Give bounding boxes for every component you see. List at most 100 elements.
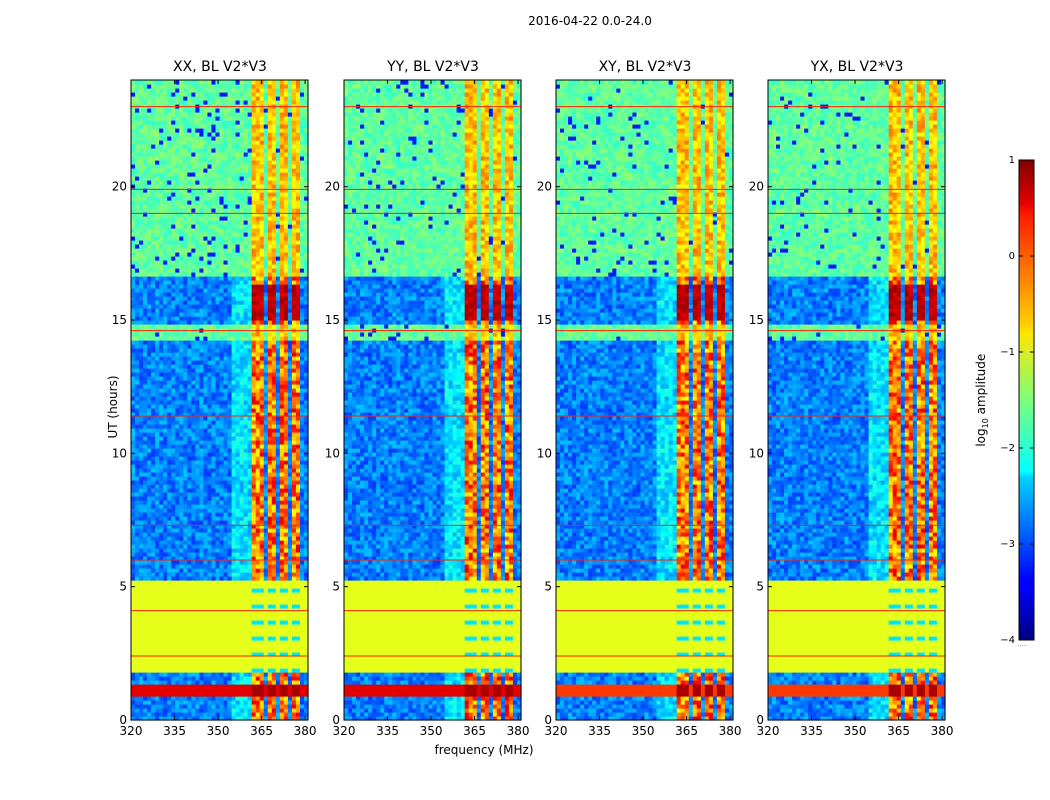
heatmap-cell — [276, 708, 281, 713]
heatmap-cell — [195, 696, 200, 701]
heatmap-cell — [240, 640, 245, 645]
heatmap-cell — [240, 616, 245, 621]
heatmap-cell — [135, 672, 140, 677]
heatmap-cell — [296, 712, 301, 717]
heatmap-cell — [272, 576, 277, 581]
heatmap-cell — [163, 708, 168, 713]
heatmap-cell — [248, 672, 253, 677]
heatmap-cell — [276, 636, 281, 641]
heatmap-cell — [224, 708, 229, 713]
heatmap-cell — [143, 572, 148, 577]
heatmap-cell — [199, 584, 204, 589]
heatmap-cell — [147, 680, 152, 685]
heatmap-cell — [280, 680, 285, 685]
heatmap-cell — [199, 644, 204, 649]
heatmap-cell — [236, 664, 241, 669]
heatmap-cell — [220, 688, 225, 693]
heatmap-cell — [135, 596, 140, 601]
heatmap-cell — [179, 604, 184, 609]
heatmap-cell — [215, 660, 220, 665]
heatmap-cell — [244, 572, 249, 577]
heatmap-cell — [292, 656, 297, 661]
heatmap-cell — [268, 588, 273, 593]
heatmap-cell — [195, 616, 200, 621]
heatmap-cell — [244, 640, 249, 645]
heatmap-cell — [284, 628, 289, 633]
heatmap-cell — [228, 596, 233, 601]
heatmap-cell — [187, 568, 192, 573]
heatmap-cell — [264, 592, 269, 597]
heatmap-cell — [236, 640, 241, 645]
heatmap-cell — [131, 712, 136, 717]
heatmap-cell — [284, 692, 289, 697]
heatmap-cell — [224, 616, 229, 621]
heatmap-cell — [215, 604, 220, 609]
heatmap-cell — [207, 600, 212, 605]
heatmap-cell — [228, 600, 233, 605]
heatmap-cell — [248, 668, 253, 673]
heatmap-cell — [203, 656, 208, 661]
heatmap-cell — [300, 668, 305, 673]
heatmap-cell — [236, 596, 241, 601]
heatmap-cell — [187, 660, 192, 665]
heatmap-cell — [191, 576, 196, 581]
heatmap-cell — [220, 644, 225, 649]
heatmap-cell — [167, 660, 172, 665]
heatmap-cell — [292, 580, 297, 585]
heatmap-cell — [199, 632, 204, 637]
heatmap-cell — [139, 664, 144, 669]
heatmap-cell — [296, 620, 301, 625]
heatmap-cell — [284, 712, 289, 717]
heatmap-cell — [203, 624, 208, 629]
heatmap-cell — [236, 572, 241, 577]
heatmap-cell — [236, 704, 241, 709]
heatmap-cell — [280, 572, 285, 577]
heatmap-cell — [292, 636, 297, 641]
heatmap-cell — [244, 648, 249, 653]
heatmap-cell — [220, 712, 225, 717]
heatmap-cell — [147, 676, 152, 681]
heatmap-cell — [199, 628, 204, 633]
heatmap-cell — [215, 628, 220, 633]
heatmap-cell — [236, 644, 241, 649]
heatmap-cell — [224, 628, 229, 633]
heatmap-cell — [147, 704, 152, 709]
heatmap-cell — [135, 580, 140, 585]
heatmap-cell — [236, 712, 241, 717]
heatmap-cell — [147, 580, 152, 585]
heatmap-cell — [276, 624, 281, 629]
heatmap-cell — [228, 636, 233, 641]
heatmap-cell — [143, 708, 148, 713]
heatmap-cell — [171, 672, 176, 677]
heatmap-cell — [252, 620, 257, 625]
heatmap-cell — [199, 596, 204, 601]
heatmap-cell — [215, 592, 220, 597]
heatmap-cell — [191, 688, 196, 693]
heatmap-cell — [260, 696, 265, 701]
heatmap-cell — [139, 672, 144, 677]
heatmap-cell — [215, 612, 220, 617]
heatmap-cell — [195, 660, 200, 665]
heatmap-cell — [256, 688, 261, 693]
heatmap-cell — [143, 668, 148, 673]
heatmap-cell — [260, 596, 265, 601]
heatmap-cell — [139, 604, 144, 609]
heatmap-cell — [183, 684, 188, 689]
heatmap-cell — [155, 636, 160, 641]
heatmap-cell — [248, 600, 253, 605]
heatmap-cell — [256, 596, 261, 601]
heatmap-cell — [228, 688, 233, 693]
heatmap-cell — [179, 700, 184, 705]
heatmap-cell — [183, 676, 188, 681]
heatmap-cell — [236, 612, 241, 617]
heatmap-cell — [268, 580, 273, 585]
heatmap-cell — [215, 680, 220, 685]
heatmap-cell — [135, 612, 140, 617]
heatmap-cell — [199, 624, 204, 629]
heatmap-cell — [292, 584, 297, 589]
heatmap-cell — [131, 628, 136, 633]
heatmap-cell — [191, 672, 196, 677]
heatmap-cell — [135, 628, 140, 633]
heatmap-cell — [167, 696, 172, 701]
heatmap-cell — [143, 592, 148, 597]
